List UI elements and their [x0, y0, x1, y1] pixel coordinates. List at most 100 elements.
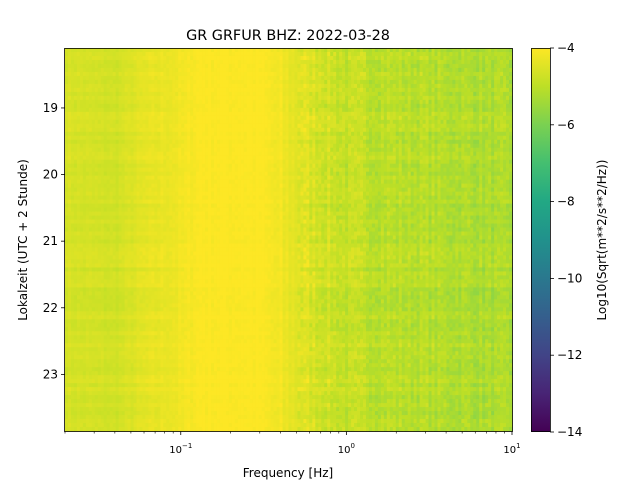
- heatmap-cell: [70, 48, 75, 53]
- heatmap-cell: [88, 423, 93, 428]
- heatmap-cell: [70, 327, 75, 332]
- heatmap-cell: [67, 423, 72, 428]
- heatmap-cell: [91, 123, 96, 129]
- heatmap-cell: [82, 159, 87, 165]
- heatmap-cell: [88, 339, 93, 344]
- heatmap-cell: [91, 251, 96, 257]
- heatmap-cell: [79, 359, 84, 364]
- heatmap-cell: [97, 283, 102, 288]
- heatmap-cell: [70, 387, 75, 392]
- heatmap-cell: [88, 83, 93, 89]
- heatmap-cell: [79, 87, 84, 93]
- heatmap-cell: [94, 363, 99, 368]
- heatmap-cell: [85, 239, 90, 245]
- heatmap-cell: [76, 251, 81, 257]
- heatmap-cell: [70, 75, 75, 81]
- heatmap-cell: [82, 239, 87, 245]
- heatmap-cell: [67, 403, 72, 408]
- heatmap-cell: [73, 48, 78, 53]
- heatmap-cell: [91, 291, 96, 296]
- heatmap-cell: [73, 411, 78, 416]
- heatmap-cell: [91, 91, 96, 97]
- heatmap-cell: [67, 111, 72, 117]
- heatmap-cell: [65, 295, 69, 300]
- heatmap-cell: [82, 383, 87, 388]
- heatmap-cell: [97, 48, 102, 53]
- heatmap-cell: [88, 127, 93, 133]
- heatmap-cell: [82, 267, 87, 273]
- heatmap-cell: [82, 219, 87, 225]
- heatmap-cell: [97, 191, 102, 197]
- heatmap-cell: [82, 411, 87, 416]
- heatmap-cell: [67, 83, 72, 89]
- heatmap-cell: [73, 403, 78, 408]
- heatmap-cell: [65, 379, 69, 384]
- heatmap-cell: [91, 335, 96, 340]
- heatmap-cell: [65, 51, 69, 57]
- heatmap-cell: [76, 63, 81, 69]
- heatmap-cell: [79, 139, 84, 145]
- heatmap-cell: [94, 83, 99, 89]
- heatmap-cell: [67, 267, 72, 273]
- heatmap-cell: [65, 427, 69, 432]
- heatmap-cell: [79, 331, 84, 336]
- heatmap-cell: [94, 311, 99, 316]
- heatmap-cell: [85, 391, 90, 396]
- heatmap-cell: [82, 291, 87, 296]
- heatmap-cell: [88, 183, 93, 189]
- heatmap-cell: [76, 303, 81, 308]
- heatmap-cell: [85, 167, 90, 173]
- heatmap-cell: [97, 315, 102, 320]
- heatmap-cell: [82, 179, 87, 185]
- heatmap-cell: [73, 279, 78, 284]
- heatmap-cell: [65, 95, 69, 101]
- heatmap-cell: [85, 383, 90, 388]
- heatmap-cell: [97, 95, 102, 101]
- heatmap-cell: [65, 335, 69, 340]
- heatmap-cell: [73, 423, 78, 428]
- heatmap-cell: [70, 339, 75, 344]
- heatmap-cell: [94, 87, 99, 93]
- heatmap-cell: [88, 299, 93, 304]
- heatmap-cell: [88, 107, 93, 113]
- heatmap-cell: [79, 119, 84, 125]
- heatmap-cell: [79, 271, 84, 277]
- heatmap-cell: [67, 355, 72, 360]
- heatmap-cell: [79, 251, 84, 257]
- heatmap-cell: [79, 219, 84, 225]
- heatmap-cell: [79, 179, 84, 185]
- heatmap-cell: [79, 295, 84, 300]
- heatmap-cell: [70, 411, 75, 416]
- heatmap-cell: [79, 159, 84, 165]
- heatmap-cell: [76, 51, 81, 57]
- heatmap-cell: [76, 359, 81, 364]
- heatmap-cell: [76, 123, 81, 129]
- heatmap-cell: [88, 59, 93, 65]
- heatmap-cell: [97, 203, 102, 209]
- heatmap-cell: [82, 283, 87, 288]
- heatmap-cell: [85, 235, 90, 241]
- heatmap-cell: [94, 327, 99, 332]
- heatmap-cell: [94, 339, 99, 344]
- heatmap-cell: [70, 91, 75, 97]
- heatmap-cell: [82, 415, 87, 420]
- heatmap-cell: [76, 215, 81, 221]
- heatmap-cell: [73, 271, 78, 277]
- heatmap-cell: [88, 231, 93, 237]
- heatmap-cell: [76, 59, 81, 65]
- heatmap-cell: [79, 151, 84, 157]
- heatmap-cell: [76, 103, 81, 109]
- heatmap-cell: [79, 131, 84, 137]
- heatmap-cell: [70, 131, 75, 137]
- heatmap-cell: [67, 203, 72, 209]
- heatmap-cell: [76, 107, 81, 113]
- heatmap-cell: [88, 155, 93, 161]
- heatmap-cell: [65, 231, 69, 237]
- heatmap-cell: [91, 171, 96, 177]
- heatmap-cell: [67, 291, 72, 296]
- heatmap-cell: [85, 351, 90, 356]
- heatmap-cell: [67, 55, 72, 61]
- heatmap-cell: [65, 79, 69, 85]
- heatmap-cell: [88, 211, 93, 217]
- heatmap-cell: [97, 63, 102, 69]
